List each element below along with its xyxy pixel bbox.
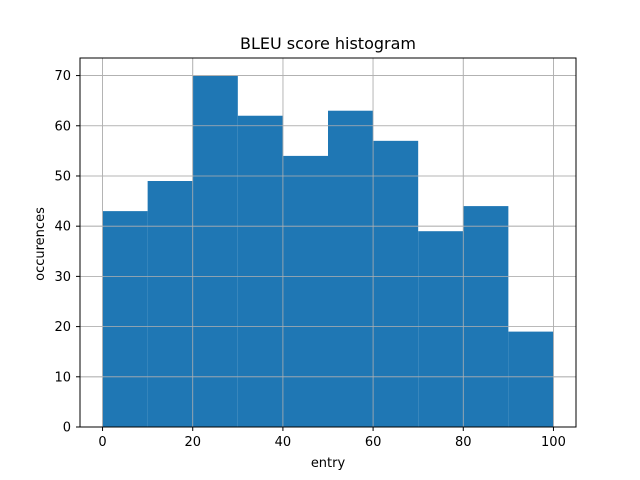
y-tick-label: 20 (54, 320, 71, 335)
x-tick-label: 40 (275, 435, 292, 450)
x-tick-label: 0 (98, 435, 106, 450)
histogram-bar (418, 231, 464, 427)
y-tick-label: 50 (54, 169, 71, 184)
x-tick-label: 20 (184, 435, 201, 450)
histogram-bar (328, 110, 374, 427)
y-tick-label: 60 (54, 119, 71, 134)
y-tick-label: 30 (54, 270, 71, 285)
histogram-bar (373, 140, 419, 427)
axis-ticks: 0 20 40 60 80 100 0 10 20 30 40 50 60 70 (54, 69, 565, 450)
histogram-bar (282, 155, 328, 428)
y-axis-label: occurences (33, 207, 48, 281)
histogram-bar (237, 115, 283, 428)
histogram-bar (192, 75, 238, 428)
plot-frame (79, 57, 577, 428)
y-tick-label: 40 (54, 220, 71, 235)
x-tick-label: 100 (541, 435, 566, 450)
histogram-bar (463, 206, 509, 427)
grid-lines-overlay (80, 58, 576, 428)
y-tick-label: 70 (54, 69, 71, 84)
chart-title: BLEU score histogram (240, 34, 416, 53)
histogram-bar (508, 331, 554, 427)
histogram-bar (147, 181, 193, 427)
histogram-bar (102, 211, 148, 427)
y-tick-label: 10 (54, 370, 71, 385)
y-tick-label: 0 (63, 421, 71, 436)
x-tick-label: 80 (455, 435, 472, 450)
x-tick-label: 60 (365, 435, 382, 450)
histogram-bars (102, 75, 554, 428)
x-axis-label: entry (311, 456, 346, 471)
